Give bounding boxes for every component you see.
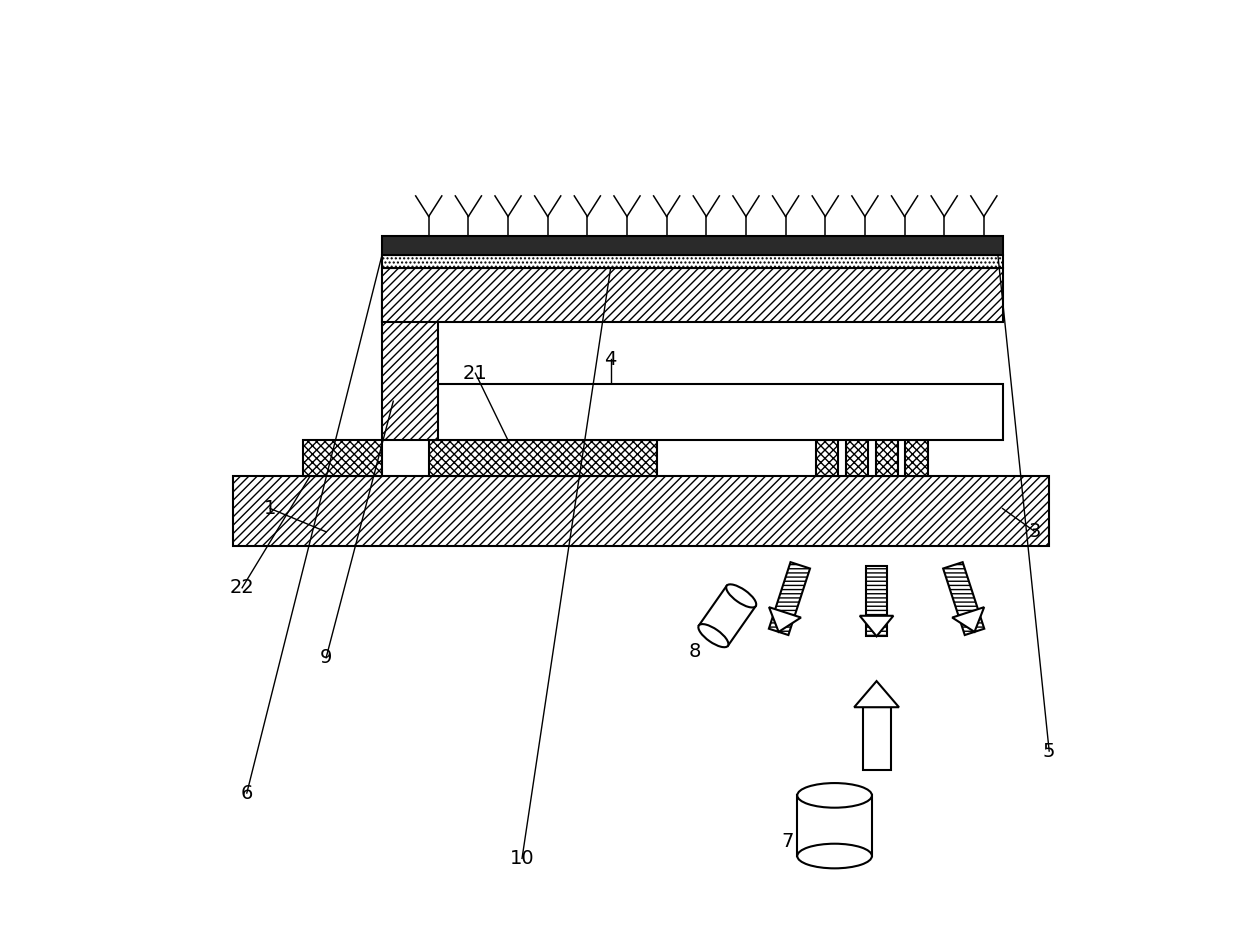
- Text: 5: 5: [1043, 742, 1055, 760]
- Polygon shape: [854, 681, 899, 707]
- Text: 22: 22: [229, 578, 254, 597]
- Bar: [699, 586, 755, 646]
- Polygon shape: [952, 607, 985, 632]
- Bar: [382, 255, 1002, 268]
- Bar: [769, 563, 810, 635]
- Bar: [867, 566, 887, 636]
- Bar: [905, 440, 928, 476]
- Bar: [382, 268, 1002, 322]
- Bar: [233, 476, 1049, 546]
- Polygon shape: [769, 607, 801, 632]
- Text: 4: 4: [604, 350, 616, 369]
- Polygon shape: [859, 616, 893, 636]
- Bar: [797, 795, 872, 856]
- Ellipse shape: [797, 843, 872, 869]
- Bar: [303, 440, 382, 476]
- Text: 6: 6: [241, 784, 253, 802]
- Bar: [863, 707, 890, 770]
- Text: 1: 1: [264, 499, 277, 518]
- Bar: [846, 440, 868, 476]
- Bar: [944, 563, 985, 635]
- Bar: [429, 384, 1002, 440]
- Ellipse shape: [727, 584, 756, 607]
- Ellipse shape: [698, 624, 728, 648]
- Bar: [875, 440, 898, 476]
- Text: 3: 3: [1029, 522, 1042, 541]
- Text: 8: 8: [688, 642, 701, 661]
- Bar: [382, 286, 438, 440]
- Text: 10: 10: [510, 849, 534, 868]
- Ellipse shape: [797, 783, 872, 808]
- Text: 21: 21: [463, 364, 487, 383]
- Bar: [816, 440, 838, 476]
- Bar: [429, 440, 657, 476]
- Text: 9: 9: [320, 648, 332, 667]
- Bar: [382, 236, 1002, 255]
- Text: 7: 7: [781, 832, 794, 851]
